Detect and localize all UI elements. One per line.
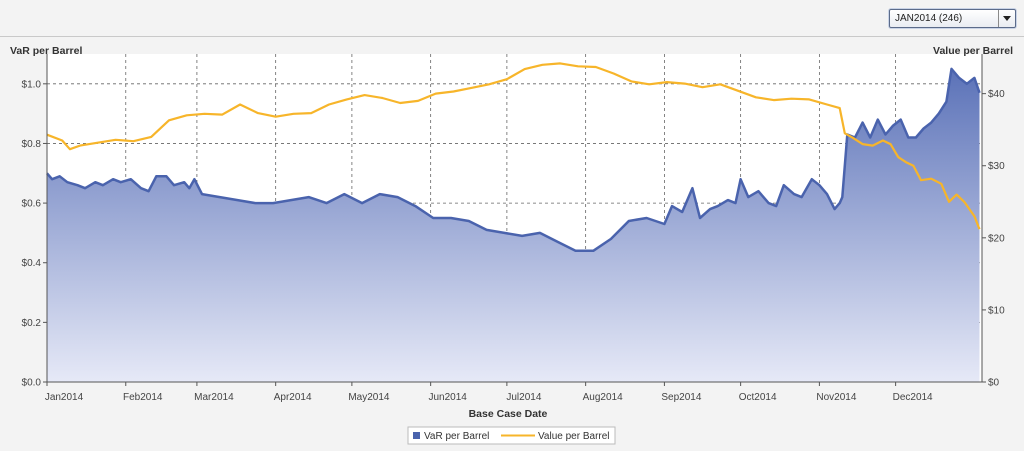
- x-tick-label: Nov2014: [816, 392, 856, 403]
- var-value-chart: $0.0 $0.2 $0.4 $0.6 $0.8 $1.0 $0 $10 $20 $30 $40 Ja…: [10, 45, 1013, 445]
- y-left-tick-label: $0.2: [22, 318, 42, 329]
- dropdown-toggle-button[interactable]: [998, 10, 1015, 27]
- y-left-tick-label: $1.0: [22, 79, 42, 90]
- var-series-line: [46, 67, 981, 253]
- axis-ticks: $0.0 $0.2 $0.4 $0.6 $0.8 $1.0 $0 $10 $20 $30 $40 Ja…: [22, 79, 1006, 403]
- x-tick-label: May2014: [348, 392, 390, 403]
- x-tick-label: Dec2014: [893, 392, 933, 403]
- x-tick-label: Feb2014: [123, 392, 163, 403]
- x-axis-title: Base Case Date: [469, 408, 548, 420]
- chart-legend: VaR per Barrel Value per Barrel: [407, 426, 616, 445]
- legend-label-value: Value per Barrel: [538, 431, 610, 442]
- y-left-tick-label: $0.0: [22, 378, 42, 389]
- header-divider: [0, 36, 1024, 37]
- y-left-tick-label: $0.8: [22, 139, 42, 150]
- y-right-axis-title: Value per Barrel: [933, 45, 1013, 57]
- y-left-tick-label: $0.6: [22, 199, 42, 210]
- y-left-axis-title: VaR per Barrel: [10, 45, 82, 57]
- month-select-dropdown[interactable]: JAN2014 (246): [889, 9, 1016, 28]
- value-series-line: [46, 62, 981, 230]
- x-tick-label: Aug2014: [583, 392, 623, 403]
- legend-label-var: VaR per Barrel: [424, 431, 489, 442]
- legend-swatch-var: [413, 432, 420, 439]
- y-right-tick-label: $0: [988, 378, 1000, 389]
- x-tick-label: Sep2014: [661, 392, 701, 403]
- triangle-down-icon: [1003, 16, 1011, 21]
- y-right-tick-label: $40: [988, 89, 1005, 100]
- x-tick-label: Jun2014: [428, 392, 467, 403]
- month-select-value: JAN2014 (246): [895, 13, 963, 24]
- x-tick-label: Jul2014: [506, 392, 541, 403]
- x-tick-label: Jan2014: [45, 392, 84, 403]
- x-tick-label: Apr2014: [274, 392, 312, 403]
- x-tick-label: Oct2014: [739, 392, 777, 403]
- var-series-area: [47, 68, 980, 383]
- y-left-tick-label: $0.4: [22, 258, 42, 269]
- y-right-tick-label: $30: [988, 161, 1005, 172]
- x-tick-label: Mar2014: [194, 392, 234, 403]
- y-right-tick-label: $20: [988, 233, 1005, 244]
- y-right-tick-label: $10: [988, 305, 1005, 316]
